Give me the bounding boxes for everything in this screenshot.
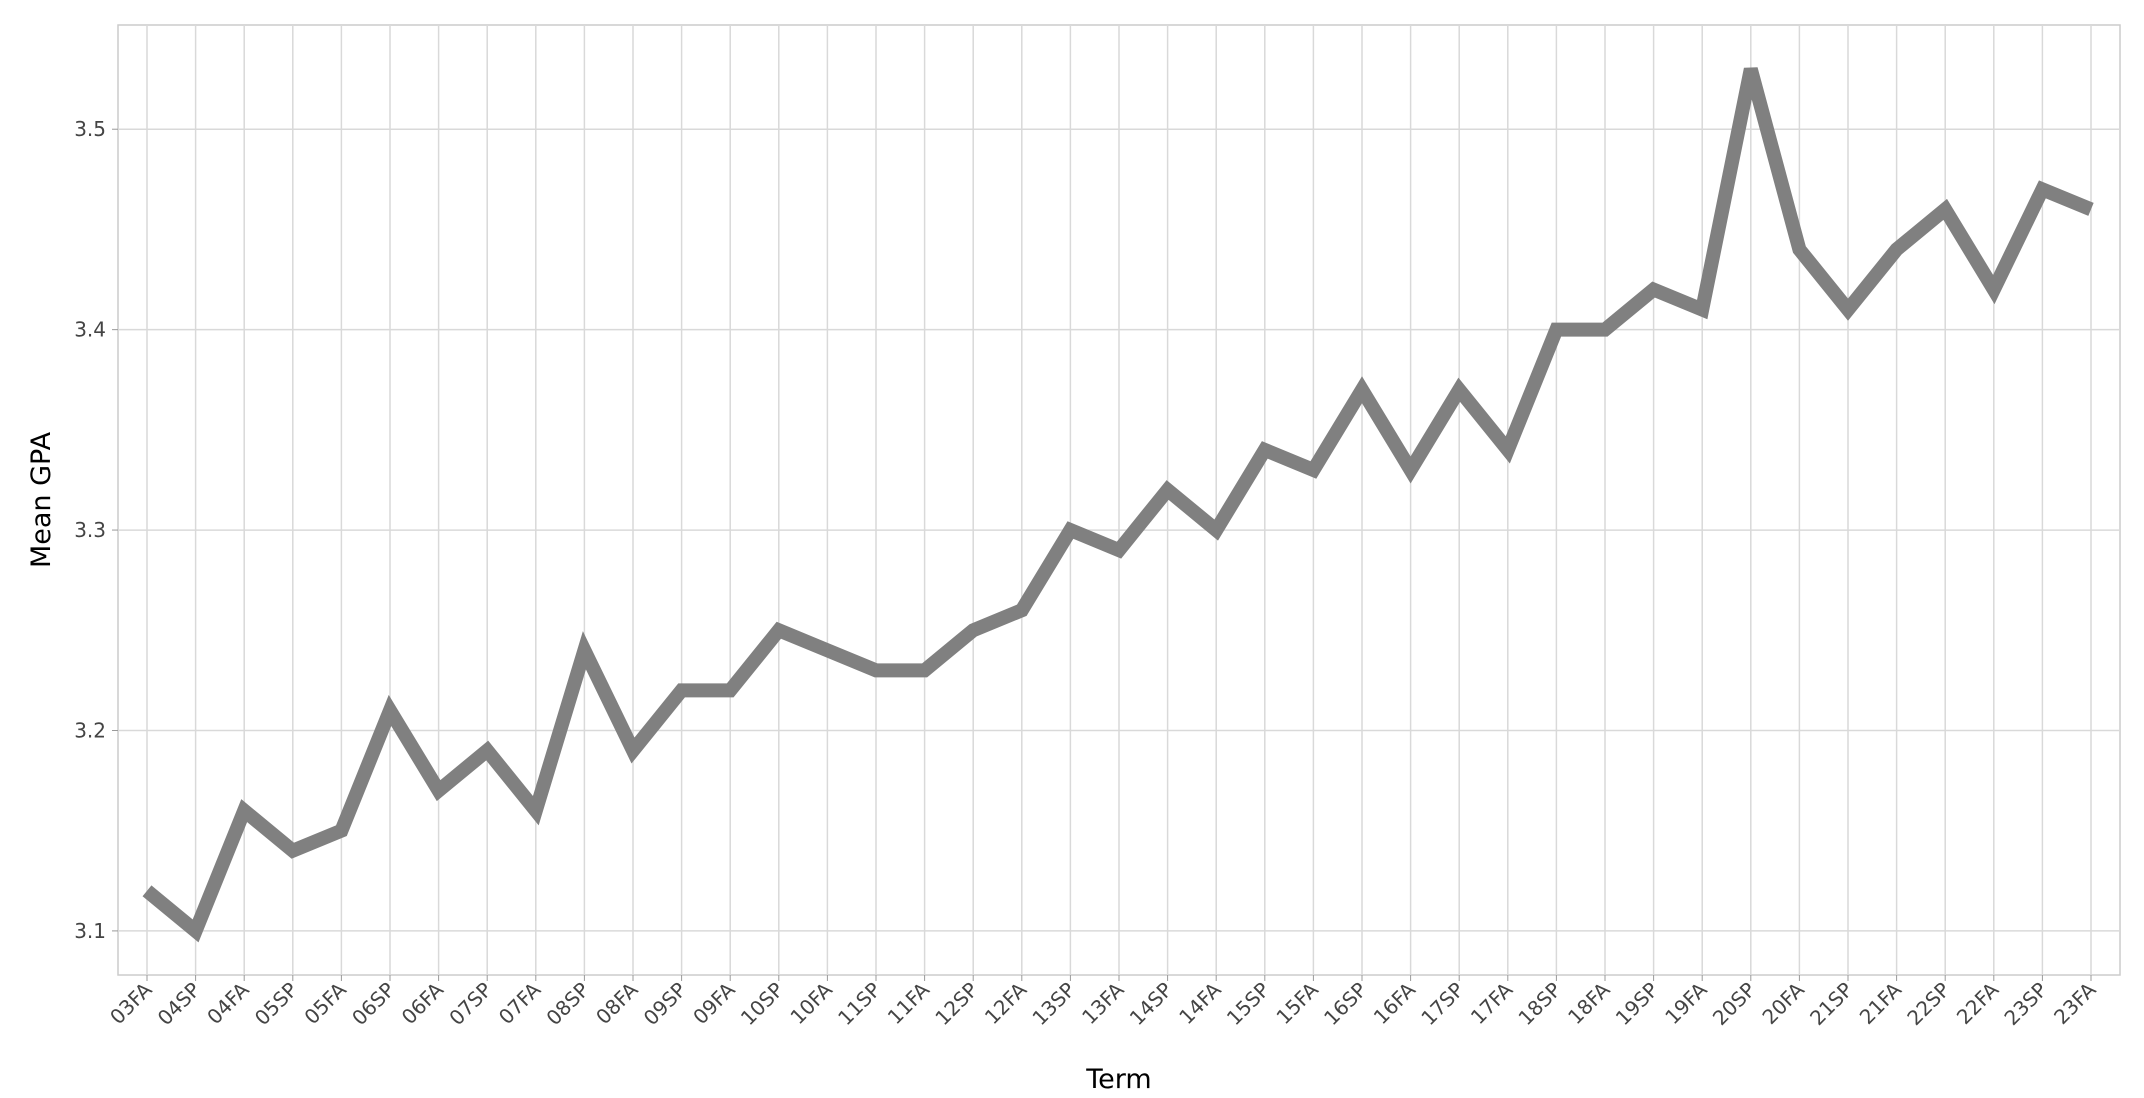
x-tick-label: 05SP [250,978,302,1030]
x-tick-label: 08FA [591,977,643,1029]
x-tick-label: 16SP [1319,978,1371,1030]
x-tick-label: 21FA [1855,977,1907,1029]
y-tick-label: 3.4 [74,318,106,342]
x-tick-label: 14FA [1174,977,1226,1029]
x-tick-label: 12SP [930,978,982,1030]
x-tick-label: 17SP [1416,978,1468,1030]
y-axis-title: Mean GPA [26,431,57,568]
x-tick-label: 18SP [1513,978,1565,1030]
x-tick-label: 23SP [1999,978,2051,1030]
x-tick-label: 20SP [1708,978,1760,1030]
x-tick-label: 19SP [1611,978,1663,1030]
x-tick-label: 07FA [494,977,546,1029]
x-tick-label: 16FA [1369,977,1421,1029]
x-tick-label: 20FA [1757,977,1809,1029]
x-tick-label: 23FA [2049,977,2101,1029]
x-tick-label: 21SP [1805,978,1857,1030]
x-tick-label: 04FA [202,977,254,1029]
x-tick-label: 19FA [1660,977,1712,1029]
x-tick-label: 11FA [883,977,935,1029]
x-tick-label: 04SP [153,978,205,1030]
x-tick-label: 09FA [688,977,740,1029]
x-tick-label: 09SP [639,978,691,1030]
x-tick-label: 18FA [1563,977,1615,1029]
x-tick-label: 22SP [1902,978,1954,1030]
y-tick-label: 3.5 [74,117,106,141]
x-tick-label: 13FA [1077,977,1129,1029]
x-tick-label: 07SP [444,978,496,1030]
y-tick-label: 3.1 [74,919,106,943]
x-tick-label: 14SP [1125,978,1177,1030]
y-tick-label: 3.2 [74,718,106,742]
y-tick-label: 3.3 [74,518,106,542]
x-tick-label: 17FA [1466,977,1518,1029]
x-tick-label: 22FA [1952,977,2004,1029]
x-tick-label: 11SP [833,978,885,1030]
data-line [142,67,2094,943]
x-tick-label: 10FA [785,977,837,1029]
x-tick-label: 03FA [105,977,157,1029]
x-tick-label: 15FA [1271,977,1323,1029]
x-tick-label: 08SP [541,978,593,1030]
x-tick-label: 12FA [980,977,1032,1029]
x-tick-label: 05FA [299,977,351,1029]
x-tick-label: 15SP [1222,978,1274,1030]
x-tick-label: 06SP [347,978,399,1030]
x-tick-label: 06FA [397,977,449,1029]
x-tick-label: 10SP [736,978,788,1030]
x-axis-title: Term [1085,1064,1151,1095]
x-tick-label: 13SP [1027,978,1079,1030]
